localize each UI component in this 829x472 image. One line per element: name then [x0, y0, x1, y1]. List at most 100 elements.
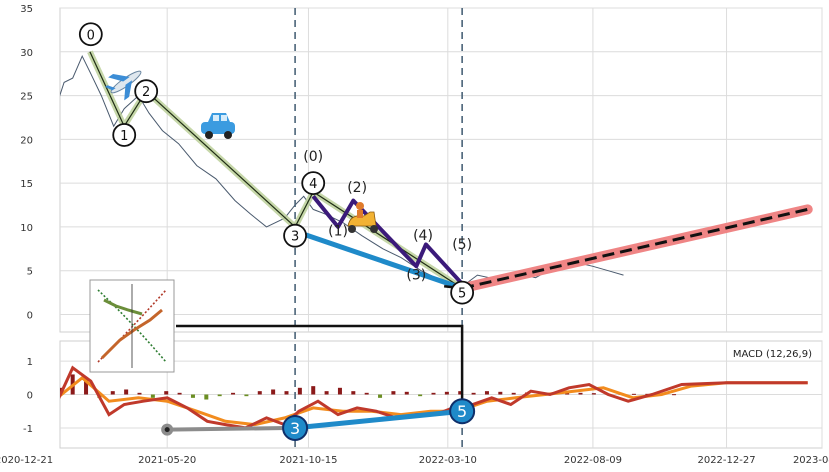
thumbnail-band [100, 308, 163, 360]
subwave-label: (0) [303, 149, 323, 165]
car-wheel [224, 131, 232, 139]
macd-histogram-bar [177, 392, 182, 395]
macd-histogram-bar [511, 392, 516, 395]
macd-histogram-bar [378, 394, 383, 398]
airplane-wing [108, 73, 130, 82]
thumbnail-curve-green [97, 289, 167, 363]
price-ytick-label: 20 [20, 135, 33, 146]
macd-histogram-bar [337, 387, 342, 395]
price-ytick-label: 15 [20, 179, 33, 190]
macd-histogram-bar [271, 389, 276, 395]
scooter-wheel [370, 225, 378, 233]
macd-histogram-bar [391, 391, 396, 395]
xtick-label: 2022-12-27 [697, 455, 755, 466]
macd-histogram-bar [324, 391, 329, 395]
macd-histogram-bar [364, 392, 369, 395]
macd-histogram-bar [444, 391, 449, 395]
wave-point-marker [112, 123, 137, 147]
macd-histogram-bar [418, 394, 423, 397]
macd-legend-label: MACD (12,26,9) [733, 349, 812, 360]
wave-point-label: 5 [458, 287, 466, 302]
macd-histogram-bar [150, 394, 155, 398]
subwave-label: (1) [328, 224, 348, 240]
car-wheel [205, 131, 213, 139]
macd-histogram-bar [351, 391, 356, 395]
macd-histogram-bar [124, 389, 129, 395]
price-ytick-label: 35 [20, 4, 33, 15]
macd-histogram-bar [431, 392, 436, 395]
macd-histogram-bar [257, 391, 262, 395]
car-icon [201, 113, 235, 139]
macd-histogram-bar [164, 391, 169, 395]
annotation-overlay: 0 1 2 3 4 5 (0) (1) (2) (3) (4) (5) 3 5 [78, 8, 476, 448]
price-ytick-label: 10 [20, 223, 33, 234]
xtick-label: 2022-08-09 [564, 455, 622, 466]
primary-wave-line [89, 51, 463, 289]
airplane-icon [105, 70, 142, 101]
subwave-label: (2) [347, 180, 367, 196]
macd-wave-marker [282, 414, 309, 441]
macd-histogram-bar [137, 392, 142, 395]
macd-histogram-bar [484, 391, 489, 395]
projection-dashed-line [461, 207, 809, 290]
macd-histogram-bar [404, 391, 409, 395]
connector-line [176, 324, 464, 412]
macd-histogram-bar [578, 392, 583, 395]
macd-histogram-bar [244, 394, 249, 397]
xtick-label: 2021-05-20 [138, 455, 196, 466]
macd-signal-line [60, 375, 808, 427]
macd-ytick-label: 1 [27, 357, 33, 368]
xtick-label: 2022-03-10 [419, 455, 477, 466]
macd-histogram-bar [84, 377, 89, 395]
macd-wave-label: 5 [457, 402, 467, 421]
macd-histogram-bar [284, 391, 289, 395]
wave-point-marker [134, 79, 159, 104]
macd-histogram-bar [498, 391, 503, 395]
macd-ytick-label: 0 [27, 391, 33, 402]
xtick-label: 2023-04-06 [793, 455, 829, 466]
scooter-rider-body [357, 210, 363, 218]
wave-3-5-trendline [292, 228, 465, 291]
thumbnail-band [103, 298, 143, 316]
wave-point-label: 0 [87, 28, 95, 43]
car-body [201, 122, 235, 134]
macd-histogram-bar [204, 394, 209, 400]
macd-histogram-bar [672, 394, 677, 396]
macd-histogram-bar [190, 394, 195, 398]
subwave-label: (5) [452, 237, 472, 253]
macd-histogram-bar [311, 386, 316, 395]
car-window [221, 115, 227, 121]
macd-histogram-bar [631, 393, 636, 395]
macd-divergence-blue [292, 408, 465, 431]
macd-ytick-label: -1 [23, 424, 33, 435]
subwave-label: (4) [413, 228, 433, 244]
wave-point-marker [78, 22, 103, 47]
scooter-wheel [348, 225, 356, 233]
divergence-start-dot-inner [164, 427, 170, 433]
price-plot-area [60, 50, 813, 294]
price-ytick-label: 5 [27, 267, 33, 278]
price-ytick-label: 0 [27, 310, 33, 321]
macd-line [60, 365, 808, 430]
macd-histogram-bar [297, 387, 302, 395]
macd-plot-area [60, 365, 808, 430]
macd-histogram-bar [110, 391, 115, 395]
subwave-label: (3) [406, 267, 426, 283]
macd-wave-label: 3 [290, 419, 300, 438]
wave-point-marker [450, 280, 475, 305]
wave-pattern-thumbnail [89, 279, 175, 373]
xtick-label: 2021-10-15 [279, 455, 337, 466]
subwave-line [311, 195, 464, 286]
wave-point-label: 1 [120, 129, 128, 144]
price-ytick-label: 30 [20, 48, 33, 59]
airplane-tail [105, 85, 116, 91]
scooter-rider-head [356, 202, 364, 210]
macd-histogram-bar [471, 392, 476, 395]
wave-point-marker [301, 171, 326, 196]
airplane-wing [124, 80, 133, 101]
macd-divergence-gray [165, 425, 298, 432]
price-ytick-label: 25 [20, 92, 33, 103]
wave-point-label: 4 [309, 177, 317, 192]
